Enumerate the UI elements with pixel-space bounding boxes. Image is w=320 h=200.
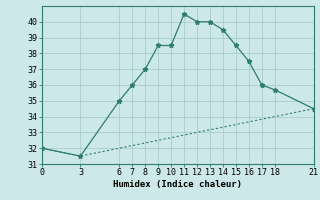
- X-axis label: Humidex (Indice chaleur): Humidex (Indice chaleur): [113, 180, 242, 189]
